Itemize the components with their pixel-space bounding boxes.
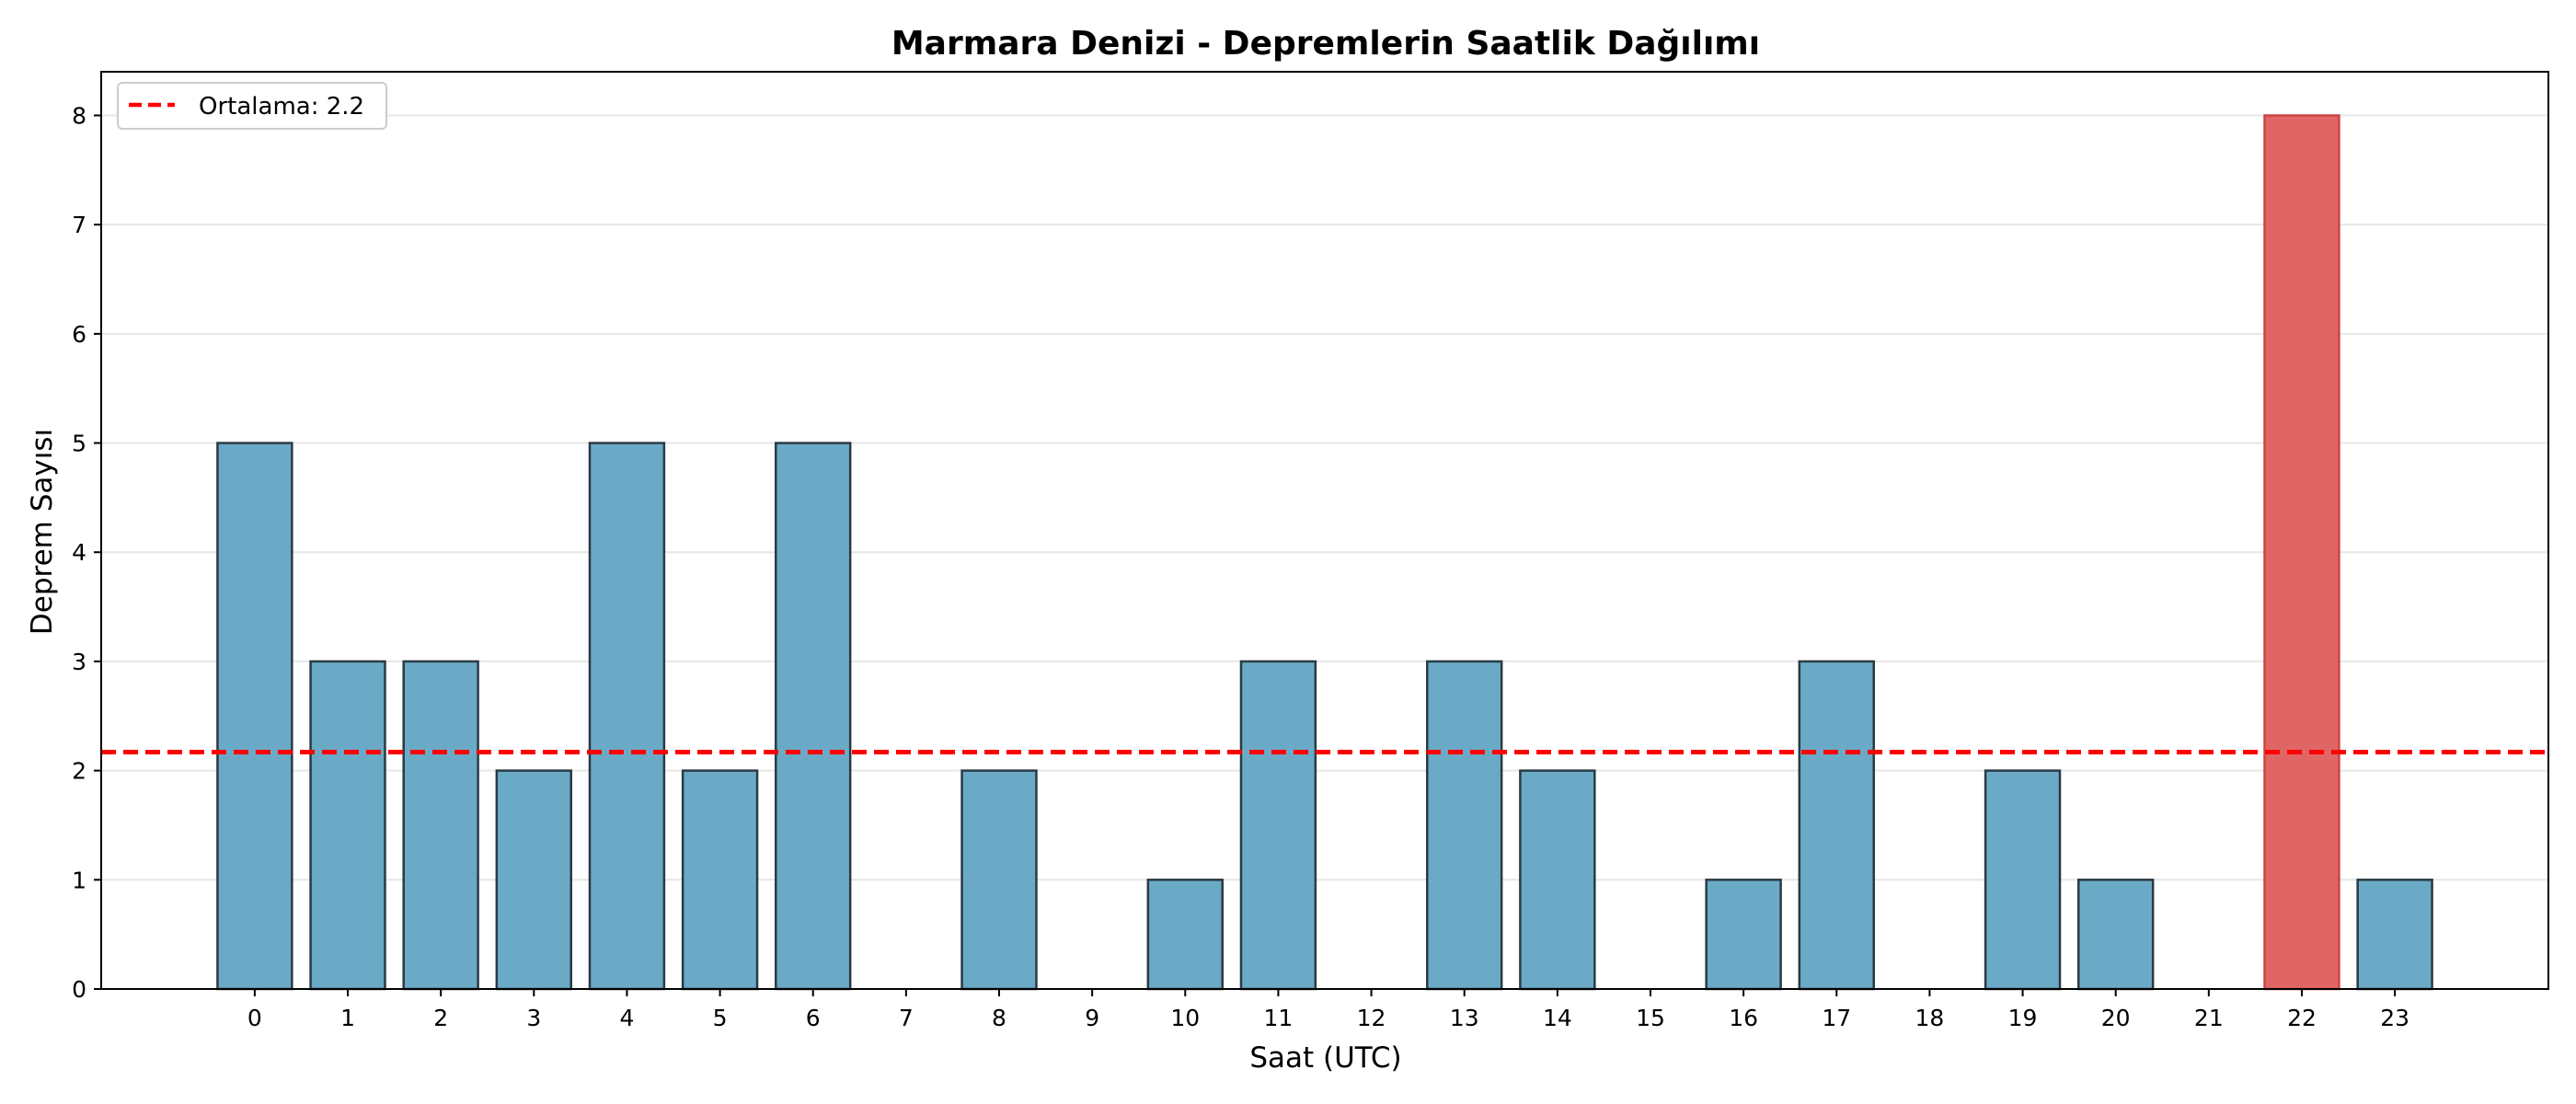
bar-hour-17 <box>1798 660 1875 991</box>
y-axis-title: Deprem Sayısı <box>26 429 59 635</box>
bar-hour-20 <box>2076 879 2155 991</box>
y-tick-label-8: 8 <box>72 102 86 129</box>
x-tick-label-4: 4 <box>619 1005 634 1031</box>
legend: Ortalama: 2.2 <box>117 82 387 130</box>
bar-hour-23 <box>2356 879 2433 991</box>
x-tick-label-18: 18 <box>1915 1005 1945 1031</box>
bar-hour-5 <box>681 769 759 991</box>
y-tick-label-3: 3 <box>72 649 86 675</box>
y-tick-label-1: 1 <box>72 867 86 893</box>
bar-hour-4 <box>588 442 666 991</box>
y-tick-label-4: 4 <box>72 539 86 566</box>
bar-hour-6 <box>775 442 852 991</box>
x-tick-label-22: 22 <box>2287 1005 2317 1031</box>
x-tick-label-0: 0 <box>247 1005 262 1031</box>
bar-hour-2 <box>402 660 479 991</box>
bar-hour-10 <box>1146 879 1224 991</box>
bar-hour-11 <box>1239 660 1317 991</box>
x-tick-label-13: 13 <box>1450 1005 1479 1031</box>
axes <box>100 71 2549 990</box>
x-tick-label-19: 19 <box>2008 1005 2038 1031</box>
x-tick-label-10: 10 <box>1170 1005 1200 1031</box>
x-tick-label-2: 2 <box>433 1005 448 1031</box>
x-tick-label-21: 21 <box>2194 1005 2224 1031</box>
bar-hour-22 <box>2263 114 2340 991</box>
bar-hour-1 <box>309 660 386 991</box>
bar-hour-14 <box>1519 769 1596 991</box>
bar-hour-13 <box>1426 660 1503 991</box>
y-tick-label-0: 0 <box>72 976 86 1003</box>
bars <box>216 114 2433 991</box>
plot-frame <box>100 71 2549 990</box>
x-tick-label-15: 15 <box>1636 1005 1665 1031</box>
chart-title: Marmara Denizi - Depremlerin Saatlik Dağ… <box>891 25 1760 63</box>
bar-hour-19 <box>1984 769 2062 991</box>
y-tick-label-7: 7 <box>72 212 86 238</box>
x-tick-label-14: 14 <box>1543 1005 1572 1031</box>
y-tick-label-6: 6 <box>72 321 86 348</box>
x-tick-label-11: 11 <box>1264 1005 1294 1031</box>
x-tick-label-3: 3 <box>526 1005 541 1031</box>
x-tick-label-17: 17 <box>1822 1005 1851 1031</box>
x-axis-title: Saat (UTC) <box>1249 1041 1401 1075</box>
bar-hour-0 <box>216 442 293 991</box>
x-tick-label-16: 16 <box>1729 1005 1758 1031</box>
x-tick-label-8: 8 <box>992 1005 1006 1031</box>
x-tick-label-12: 12 <box>1357 1005 1386 1031</box>
x-tick-label-23: 23 <box>2380 1005 2409 1031</box>
y-tick-label-2: 2 <box>72 758 86 785</box>
x-tick-label-1: 1 <box>340 1005 355 1031</box>
x-tick-label-9: 9 <box>1085 1005 1099 1031</box>
y-tick-label-5: 5 <box>72 431 86 457</box>
x-tick-label-20: 20 <box>2101 1005 2131 1031</box>
legend-frame <box>117 82 387 130</box>
legend-mean-label: Ortalama: 2.2 <box>199 93 364 121</box>
x-tick-label-5: 5 <box>713 1005 728 1031</box>
bar-hour-3 <box>495 769 573 991</box>
x-tick-label-7: 7 <box>899 1005 914 1031</box>
bar-hour-8 <box>960 769 1038 991</box>
bar-hour-16 <box>1705 879 1782 991</box>
x-tick-label-6: 6 <box>806 1005 821 1031</box>
